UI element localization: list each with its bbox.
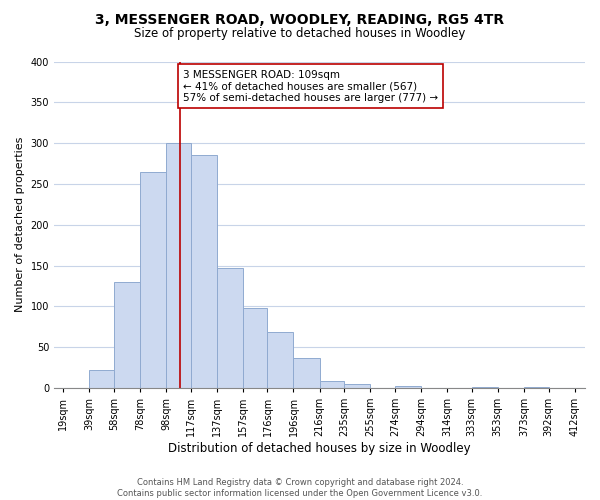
Text: 3 MESSENGER ROAD: 109sqm
← 41% of detached houses are smaller (567)
57% of semi-: 3 MESSENGER ROAD: 109sqm ← 41% of detach… (183, 70, 438, 103)
Bar (89, 370, 114, 388)
Bar (472, 387, 498, 388)
Bar (524, 387, 548, 388)
X-axis label: Distribution of detached houses by size in Woodley: Distribution of detached houses by size … (168, 442, 471, 455)
Bar (344, 384, 370, 388)
Text: Contains HM Land Registry data © Crown copyright and database right 2024.
Contai: Contains HM Land Registry data © Crown c… (118, 478, 482, 498)
Bar (191, 156, 217, 388)
Bar (114, 282, 140, 388)
Bar (395, 386, 421, 388)
Y-axis label: Number of detached properties: Number of detached properties (15, 137, 25, 312)
Bar (217, 268, 243, 388)
Bar (140, 172, 166, 388)
Bar (268, 332, 293, 388)
Text: Size of property relative to detached houses in Woodley: Size of property relative to detached ho… (134, 28, 466, 40)
Bar (293, 358, 320, 388)
Bar (166, 143, 191, 388)
Bar (243, 308, 268, 388)
Bar (320, 380, 344, 388)
Text: 3, MESSENGER ROAD, WOODLEY, READING, RG5 4TR: 3, MESSENGER ROAD, WOODLEY, READING, RG5… (95, 12, 505, 26)
